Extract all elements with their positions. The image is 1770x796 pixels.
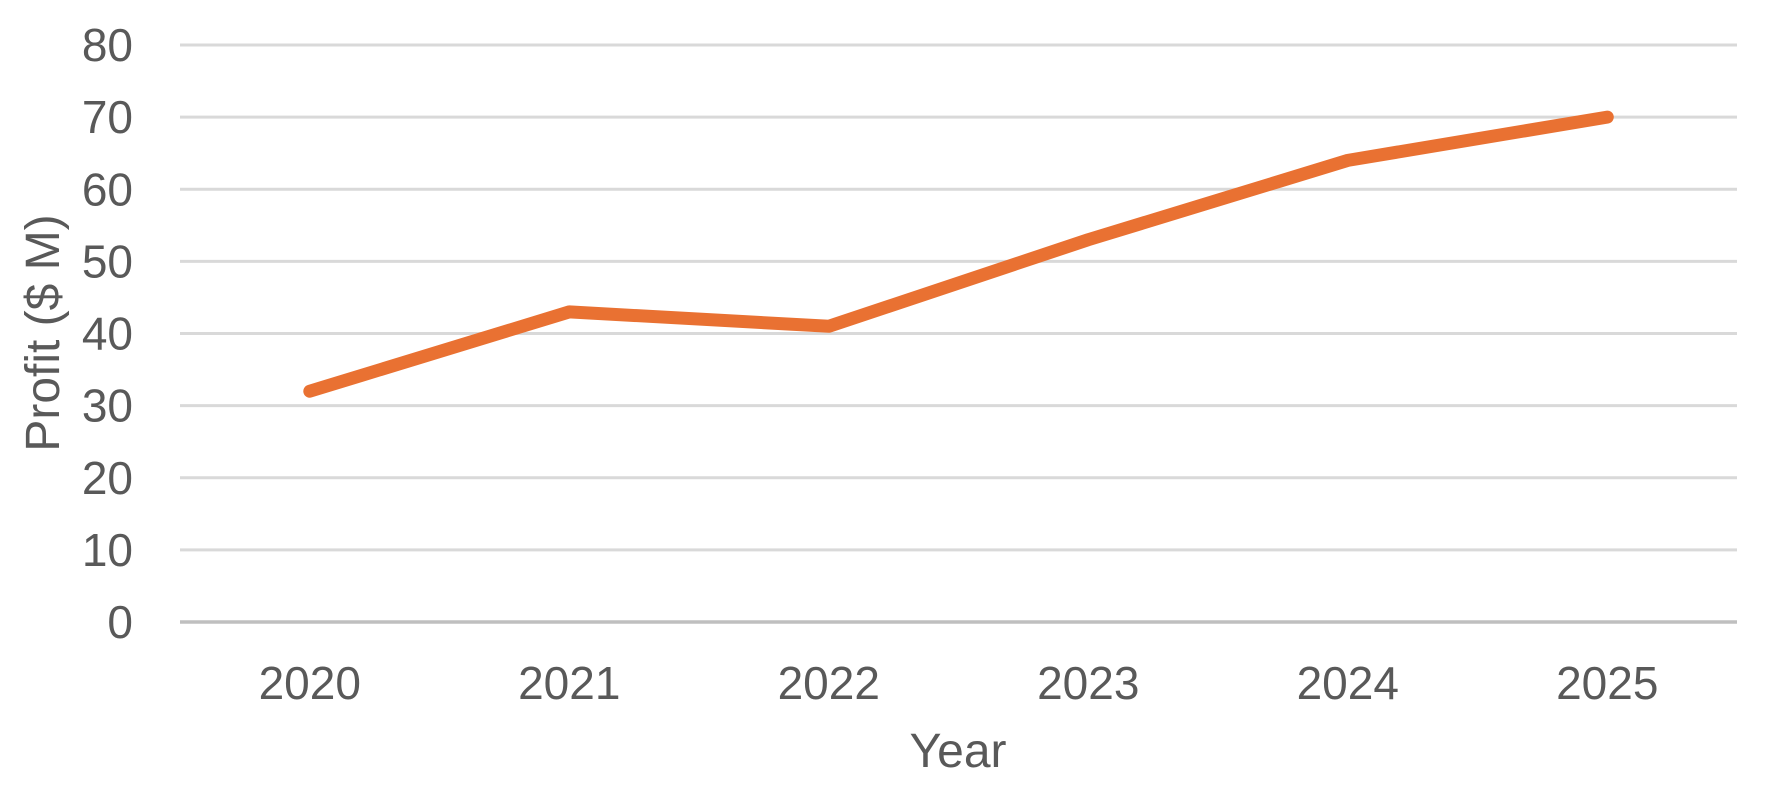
series-line-profit bbox=[303, 110, 1614, 398]
y-tick-label: 0 bbox=[107, 596, 133, 648]
x-tick-label: 2024 bbox=[1297, 657, 1399, 709]
y-tick-label: 50 bbox=[82, 235, 133, 287]
y-tick-label: 10 bbox=[82, 524, 133, 576]
y-tick-label: 40 bbox=[82, 308, 133, 360]
x-tick-label: 2025 bbox=[1556, 657, 1658, 709]
x-tick-label: 2022 bbox=[778, 657, 880, 709]
x-tick-label: 2020 bbox=[259, 657, 361, 709]
y-tick-label: 80 bbox=[82, 19, 133, 71]
y-tick-label: 20 bbox=[82, 452, 133, 504]
x-tick-label: 2021 bbox=[518, 657, 620, 709]
x-tick-label: 2023 bbox=[1037, 657, 1139, 709]
y-tick-label: 30 bbox=[82, 380, 133, 432]
x-axis-title: Year bbox=[909, 725, 1007, 778]
y-tick-label: 70 bbox=[82, 91, 133, 143]
y-tick-label: 60 bbox=[82, 163, 133, 215]
